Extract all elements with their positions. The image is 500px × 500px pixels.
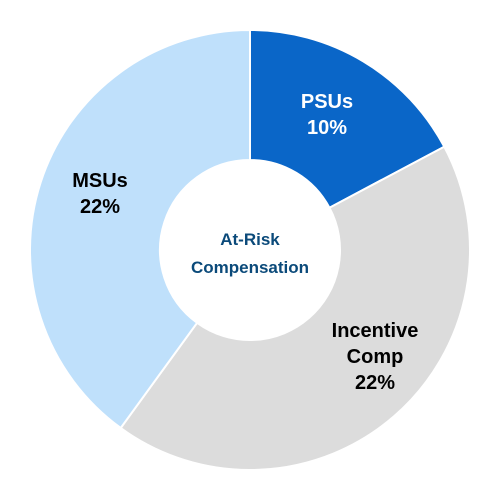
slices-group (29, 28, 471, 471)
center-label-group: At-Risk Compensation (191, 230, 309, 277)
slice-label-psus: PSUs 10% (301, 91, 353, 139)
slice-name-label: MSUs (72, 170, 128, 192)
center-label-line-1: At-Risk (220, 230, 280, 249)
slice-name-label: Incentive (332, 320, 419, 342)
slice-labels-group: PSUs 10% Incentive Comp 22% MSUs 22% (72, 91, 418, 394)
center-label-line-2: Compensation (191, 258, 309, 277)
slice-percent-label: 22% (355, 372, 395, 394)
slice-name-label: Comp (347, 346, 404, 368)
slice-label-incentive-comp: Incentive Comp 22% (332, 320, 419, 394)
slice-percent-label: 10% (307, 117, 347, 139)
slice-label-msus: MSUs 22% (72, 170, 128, 218)
slice-percent-label: 22% (80, 196, 120, 218)
donut-hole (160, 160, 340, 340)
slice-name-label: PSUs (301, 91, 353, 113)
